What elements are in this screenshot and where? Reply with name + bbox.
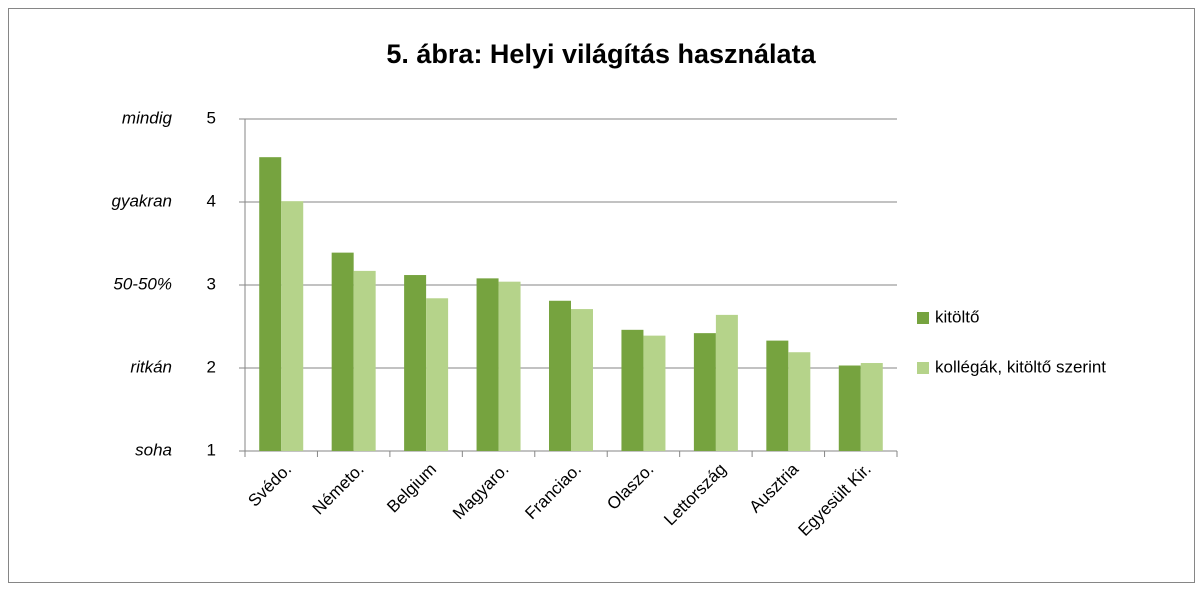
y-level-label: mindig	[122, 108, 173, 127]
bar	[353, 270, 376, 451]
y-tick-label: 4	[207, 191, 216, 210]
bar	[331, 252, 354, 451]
y-tick-label: 5	[207, 108, 216, 127]
bar	[404, 275, 427, 451]
bar	[693, 333, 716, 451]
legend-label: kitöltő	[935, 307, 979, 326]
legend-label: kollégák, kitöltő szerint	[935, 357, 1106, 376]
bar	[860, 363, 883, 451]
bar	[788, 352, 811, 451]
bar	[549, 300, 571, 451]
bar	[259, 157, 282, 451]
bar	[643, 335, 666, 451]
legend-swatch	[917, 312, 929, 324]
y-level-label: soha	[135, 440, 172, 459]
y-tick-label: 3	[207, 274, 216, 293]
bar	[281, 201, 304, 451]
y-level-label: ritkán	[130, 357, 172, 376]
y-level-label: 50-50%	[113, 274, 172, 293]
y-level-label: gyakran	[112, 191, 172, 210]
bar	[476, 278, 499, 451]
legend-swatch	[917, 362, 929, 374]
bar	[766, 340, 789, 451]
bar	[571, 309, 593, 451]
y-tick-label: 1	[207, 440, 216, 459]
bar	[621, 329, 644, 451]
bar	[715, 314, 738, 451]
y-tick-label: 2	[207, 357, 216, 376]
chart-title: 5. ábra: Helyi világítás használata	[386, 39, 816, 69]
chart-border	[8, 8, 1195, 583]
bar	[498, 281, 521, 451]
bar	[838, 365, 861, 451]
bar	[426, 298, 449, 451]
